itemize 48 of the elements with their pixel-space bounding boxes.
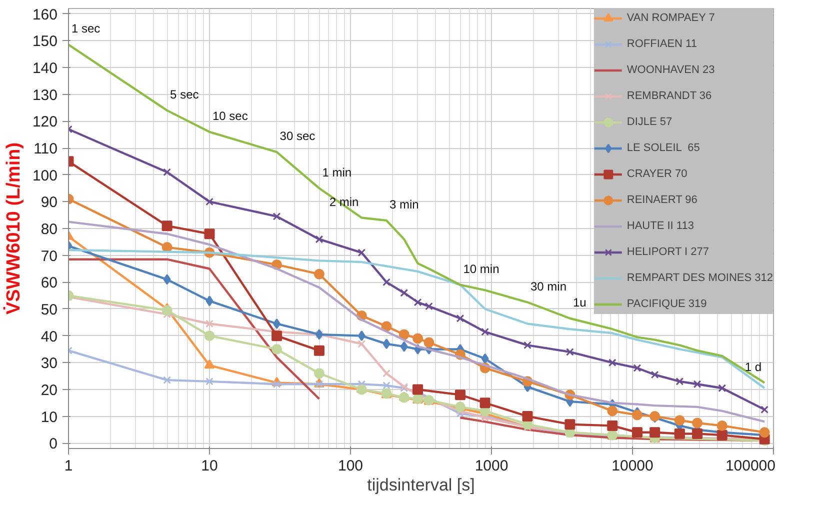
annotation: 10 sec [212,108,248,123]
legend-label: REMBRANDT 36 [626,90,712,102]
legend-label: REINAERT 96 [626,194,698,206]
annotation: 2 min [329,194,359,209]
legend-label: HAUTE II 113 [626,220,694,232]
y-tick-label: 130 [32,86,58,104]
y-tick-label: 60 [40,274,58,292]
y-tick-label: 110 [34,140,58,158]
legend-label: PACIFIQUE 319 [626,298,707,310]
legend-label: REMPART DES MOINES 312 [626,272,773,284]
legend-label: DIJLE 57 [626,116,672,128]
annotation: 30 min [530,279,567,294]
y-tick-label: 150 [32,33,58,50]
legend-label: LE SOLEIL 65 [626,142,700,154]
annotation: 1 min [322,165,352,180]
y-tick-label: 100 [32,167,58,184]
y-tick-label: 80 [40,221,58,238]
annotation: 1 d [744,360,762,374]
y-tick-label: 50 [40,301,58,318]
x-tick-label: 1000 [474,458,508,474]
annotation: 10 min [463,262,500,276]
annotation: 1 sec [72,22,100,36]
annotation: 5 sec [170,87,199,102]
y-axis-title: V̇SWW6010 (L/min) [2,142,24,315]
y-tick-label: 90 [40,194,58,212]
x-tick-label: 100000 [725,458,776,474]
y-tick-label: 160 [32,6,58,24]
x-tick-label: 1 [64,458,73,474]
y-tick-label: 120 [32,114,58,131]
y-tick-label: 10 [40,408,58,426]
annotation: 1u [572,295,586,310]
annotation: 3 min [389,197,419,212]
x-axis-title: tijdsinterval [s] [367,476,475,494]
x-tick-label: 10 [201,458,218,474]
y-tick-label: 20 [40,382,58,399]
y-tick-label: 40 [40,328,58,346]
legend-label: ROFFIAEN 11 [626,38,697,50]
y-tick-label: 70 [40,248,58,265]
x-tick-label: 100 [338,458,364,474]
annotation: 30 sec [280,129,316,144]
legend-label: HELIPORT I 277 [626,246,710,258]
y-tick-label: 30 [40,355,58,372]
y-tick-label: 0 [49,436,58,453]
legend-label: VAN ROMPAEY 7 [626,12,715,24]
y-tick-label: 140 [32,60,58,78]
legend-label: WOONHAVEN 23 [626,64,715,76]
legend-label: CRAYER 70 [626,168,688,180]
x-tick-label: 10000 [612,458,654,474]
